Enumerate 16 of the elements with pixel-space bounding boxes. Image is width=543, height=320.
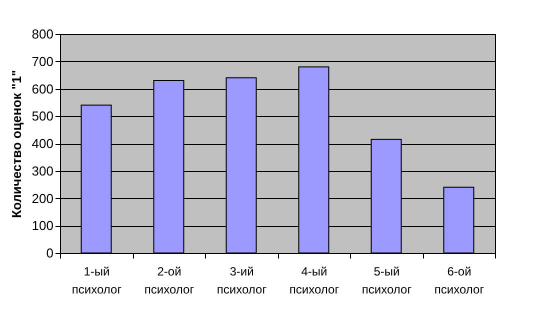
x-tick-label: 6-ой психолог bbox=[434, 264, 485, 296]
y-tick-label: 500 bbox=[32, 108, 54, 124]
y-tick-label: 600 bbox=[32, 81, 54, 96]
x-tick-label: 3-ий психолог bbox=[216, 264, 268, 296]
y-tick-label: 200 bbox=[32, 190, 54, 206]
y-tick-label: 800 bbox=[32, 26, 54, 42]
x-tick-label: 1-ый психолог bbox=[72, 264, 122, 296]
x-tick-label: 5-ый психолог bbox=[362, 264, 412, 296]
y-tick-label: 700 bbox=[32, 54, 54, 69]
x-tick-label: 4-ый психолог bbox=[289, 264, 340, 296]
y-tick-label: 100 bbox=[32, 218, 54, 234]
x-tick-label: 2-ой психолог bbox=[144, 264, 195, 296]
y-tick-label: 400 bbox=[32, 136, 54, 151]
y-tick-label: 0 bbox=[46, 246, 54, 260]
y-tick-label: 300 bbox=[32, 163, 54, 178]
y-axis-title: Количество оценок "1" bbox=[8, 70, 24, 218]
